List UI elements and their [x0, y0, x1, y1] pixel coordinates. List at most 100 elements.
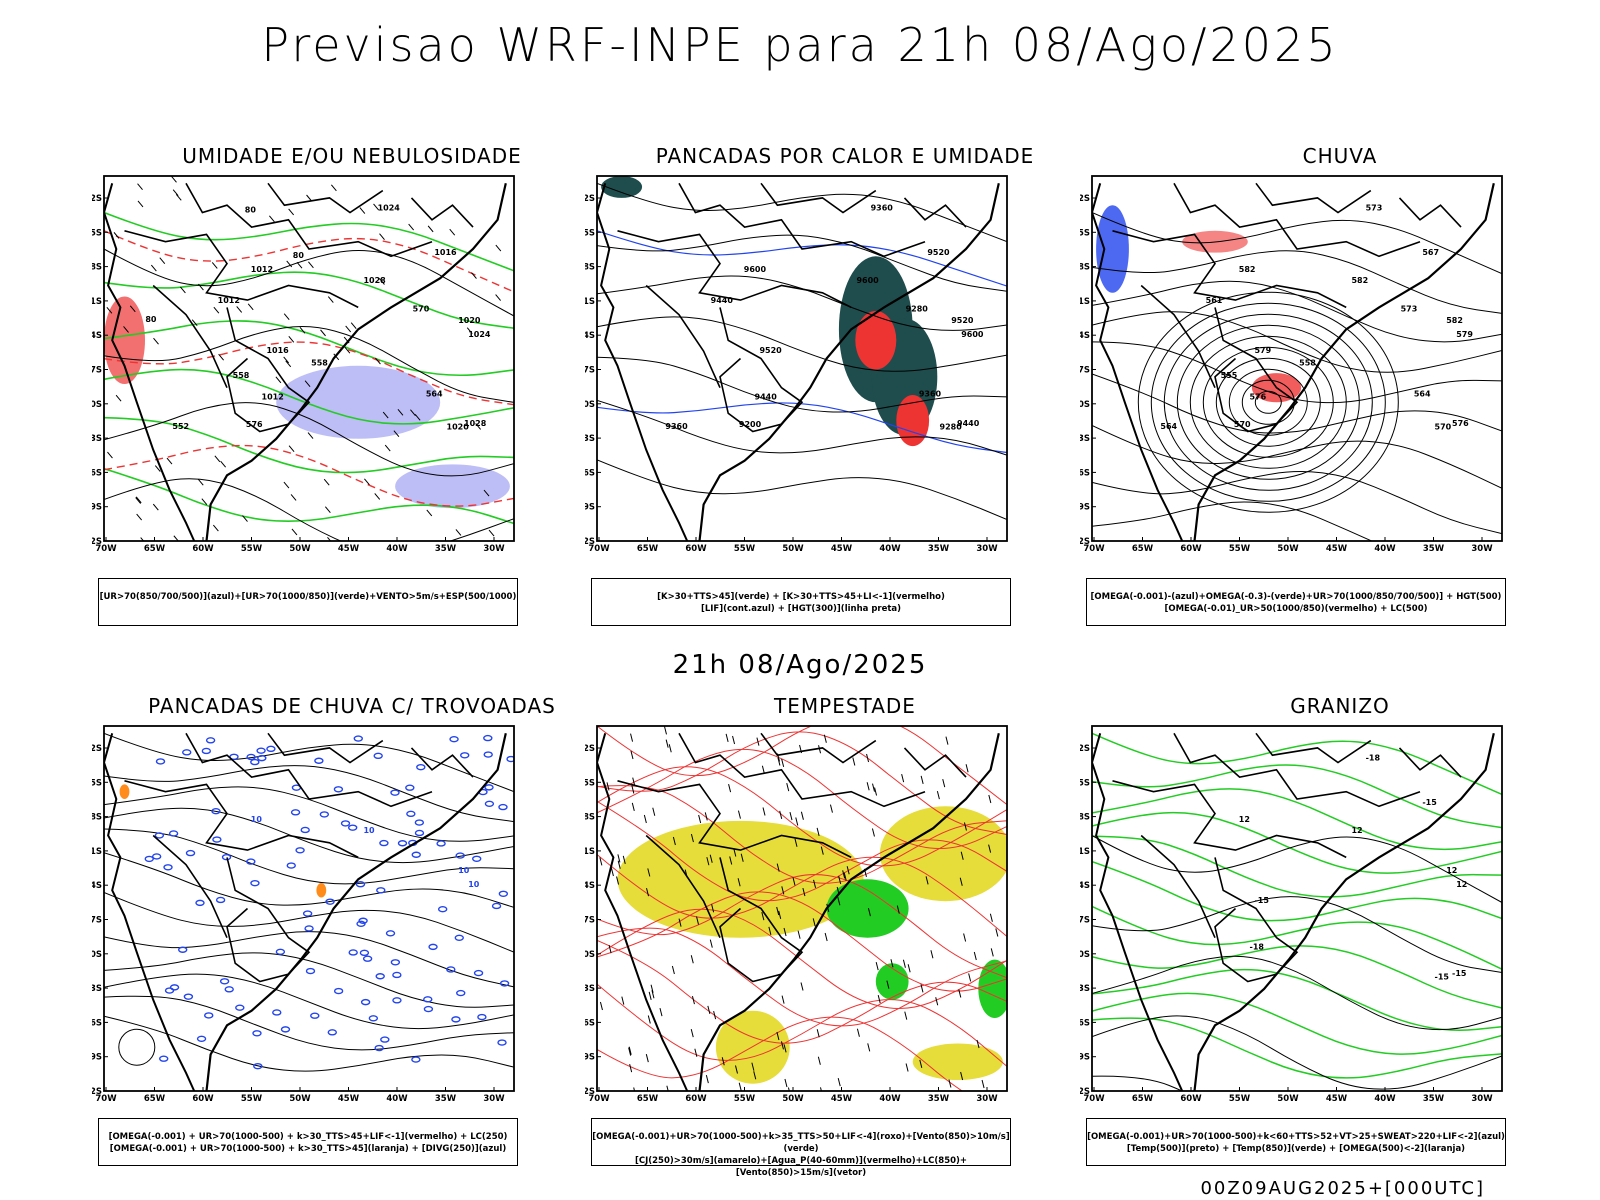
- country-border: [1140, 834, 1216, 939]
- lat-tick-label: 15S: [1080, 228, 1090, 238]
- lat-tick-label: 15S: [585, 228, 595, 238]
- divergence-cell: [215, 896, 226, 904]
- divergence-cell: [359, 949, 370, 957]
- wind-vector: [959, 877, 963, 886]
- wind-vector: [275, 376, 282, 384]
- lat-tick-label: 21S: [585, 297, 595, 307]
- lat-tick-label: 24S: [585, 331, 595, 341]
- contour-line: [1092, 373, 1502, 434]
- height-contours: [1092, 212, 1502, 541]
- wind-vector: [495, 294, 502, 301]
- wind-vector: [166, 457, 173, 465]
- divergence-cell: [499, 980, 510, 987]
- contour-line: [597, 234, 1007, 292]
- wind-vector: [725, 733, 729, 742]
- wind-vector: [384, 444, 391, 452]
- contour-label: 9520: [951, 316, 974, 325]
- wind-vector: [709, 854, 713, 863]
- panel-pancadas: PANCADAS POR CALOR E UMIDADE 9600 9520 960…: [585, 144, 1105, 646]
- wind-vector: [650, 984, 654, 993]
- contour-label: 564: [1160, 422, 1177, 431]
- country-border: [1112, 780, 1347, 859]
- country-border: [678, 182, 926, 258]
- lat-tick-label: 18S: [585, 263, 595, 273]
- contour-line: [1092, 1015, 1502, 1090]
- wind-vector: [779, 810, 783, 820]
- contour-line: [1092, 212, 1502, 275]
- country-border: [1255, 732, 1372, 764]
- wind-vector: [427, 225, 434, 233]
- divergence-cell: [397, 840, 408, 847]
- lat-tick-label: 36S: [585, 468, 595, 478]
- contour-label: -18: [1366, 753, 1381, 762]
- omega-blue: [1096, 205, 1129, 293]
- wind-vector: [942, 779, 946, 788]
- contour-label: 552: [172, 422, 189, 431]
- lon-tick-label: 60W: [192, 1094, 214, 1104]
- lat-tick-label: 18S: [585, 813, 595, 823]
- wind-vector: [995, 928, 999, 937]
- axis-labels: 12S 15S 18S 21S 24S 27S 30S 33S 36S 39S 42S70W 65W 6…: [1080, 744, 1493, 1104]
- divergence-cell: [360, 998, 371, 1006]
- divergence-cell: [178, 946, 188, 953]
- map-frame: [596, 175, 1008, 542]
- coastlines: [104, 182, 507, 541]
- country-border: [124, 780, 359, 859]
- divergence-cell: [405, 784, 415, 791]
- wind-vector: [628, 1046, 632, 1055]
- contour-label: 9200: [739, 420, 762, 429]
- instability-orange: [119, 784, 130, 799]
- divergence-cell: [380, 1036, 390, 1043]
- contour-line: [1092, 788, 1502, 851]
- contour-line: [1092, 764, 1502, 829]
- lat-tick-label: 30S: [585, 400, 595, 410]
- wind-vector: [668, 744, 672, 753]
- wind-vector: [304, 380, 311, 388]
- wind-vector: [648, 991, 652, 1001]
- wind-vector: [359, 207, 366, 214]
- map-background: [597, 176, 1007, 541]
- contour-line: [1092, 1075, 1184, 1091]
- contour-labels: 9600 9520 9600 9600 9520 9440 9440 9360 9280 9520…: [665, 203, 984, 431]
- wind-vector: [965, 764, 969, 773]
- divergence-cell: [379, 839, 389, 847]
- lon-tick-label: 55W: [241, 1094, 263, 1104]
- lon-tick-label: 60W: [192, 544, 214, 554]
- lon-tick-label: 40W: [386, 1094, 408, 1104]
- wind-vector: [812, 918, 816, 927]
- divergence-cell: [347, 824, 358, 831]
- contour-line: [1092, 955, 1502, 1031]
- wind-vector: [936, 790, 940, 800]
- wind-vector: [382, 411, 389, 419]
- legend-line: [OMEGA(-0.001) + UR>70(1000-500) + k>30_…: [108, 1132, 508, 1142]
- country-border: [645, 834, 721, 939]
- divergence-cell: [353, 735, 363, 742]
- contour-line: [104, 402, 514, 477]
- panel-chuva: CHUVA 582 582 582 579 579 576 576 573 570 567 561 5…: [1080, 144, 1600, 646]
- contour-label: 561: [1206, 296, 1223, 305]
- wind-vector: [247, 303, 254, 311]
- wind-vector: [713, 1011, 717, 1020]
- divergence-cell: [286, 862, 296, 869]
- lon-tick-label: 40W: [386, 544, 408, 554]
- wind-vector: [981, 1079, 985, 1089]
- contour-label: 9280: [906, 305, 929, 314]
- contour-label: 12: [1446, 866, 1457, 875]
- wind-vector: [296, 261, 303, 269]
- country-border: [719, 857, 804, 983]
- contour-line: [1092, 992, 1502, 1055]
- lat-tick-label: 12S: [92, 194, 102, 204]
- contour-label: 9600: [961, 330, 984, 339]
- contour-line: [104, 765, 514, 823]
- lon-tick-label: 45W: [1326, 544, 1348, 554]
- contour-label: 12: [1351, 826, 1362, 835]
- divergence-cell: [373, 752, 383, 760]
- lat-tick-label: 12S: [585, 194, 595, 204]
- wind-vector: [890, 959, 894, 968]
- coastline-east: [1193, 733, 1495, 1091]
- wind-vector: [350, 322, 357, 329]
- wind-vector: [973, 951, 977, 961]
- low-center: [118, 1028, 156, 1066]
- country-border: [1140, 284, 1216, 389]
- contour-label: 564: [1414, 390, 1431, 399]
